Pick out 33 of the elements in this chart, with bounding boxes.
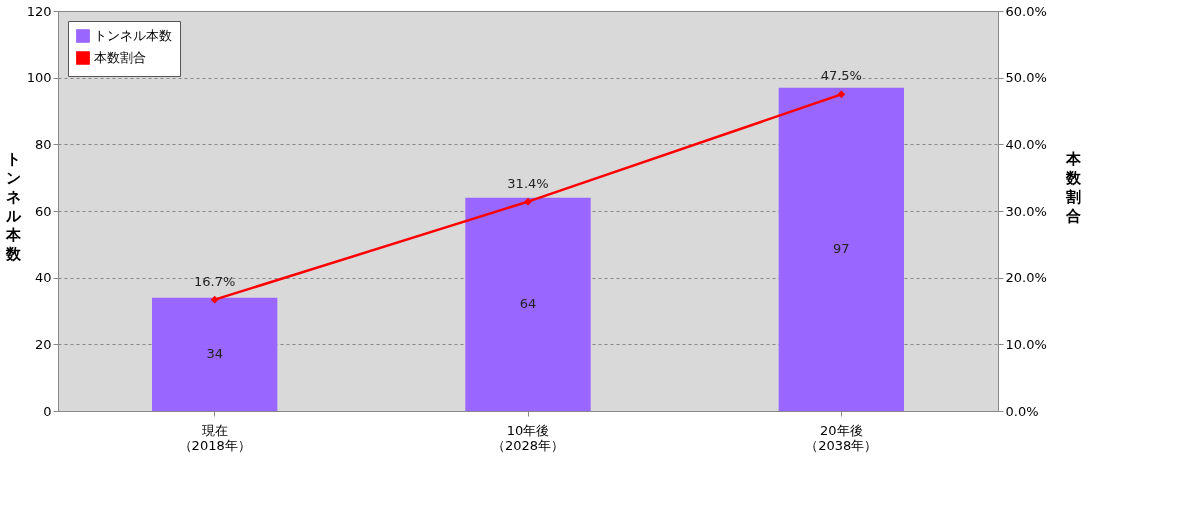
y-tick-label: 20 <box>34 336 52 352</box>
bar <box>465 197 591 411</box>
y-tick-label: 120 <box>26 3 52 19</box>
bar <box>152 297 278 411</box>
x-tick-label: 20年後（2038年） <box>805 422 878 453</box>
y-tick-label: 80 <box>34 136 52 152</box>
point <box>210 295 219 304</box>
y-tick-label: 0 <box>43 403 52 419</box>
data-label: 64 <box>519 296 537 312</box>
y-tick-label: 40 <box>34 270 52 286</box>
y2-tick-label: 40.0% <box>1005 136 1047 152</box>
data-label: 31.4% <box>507 175 549 191</box>
y2-tick-label: 20.0% <box>1005 270 1047 286</box>
legend-label: トンネル本数 <box>94 28 172 43</box>
data-label: 34 <box>206 346 223 362</box>
data-label: 16.7% <box>194 273 236 289</box>
data-label: 47.5% <box>820 68 862 84</box>
y-tick-label: 100 <box>26 70 52 86</box>
point <box>524 197 532 206</box>
y2-tick-label: 50.0% <box>1005 70 1047 86</box>
legend-label: 本数割合 <box>94 50 146 65</box>
x-tick-label: 現在（2018年） <box>178 422 251 453</box>
y2-tick-label: 30.0% <box>1005 203 1047 219</box>
point <box>837 90 846 99</box>
y2-axis-title: 本数割合 <box>1065 149 1082 225</box>
y2-tick-label: 0.0% <box>1005 403 1039 419</box>
y2-tick-label: 60.0% <box>1005 3 1047 19</box>
data-label: 97 <box>833 241 850 257</box>
y2-tick-label: 10.0% <box>1005 336 1047 352</box>
y-axis-title: トンネル本数 <box>5 149 22 263</box>
bar <box>778 87 904 411</box>
x-tick-label: 10年後（2028年） <box>491 422 565 453</box>
y-tick-label: 60 <box>34 203 52 219</box>
